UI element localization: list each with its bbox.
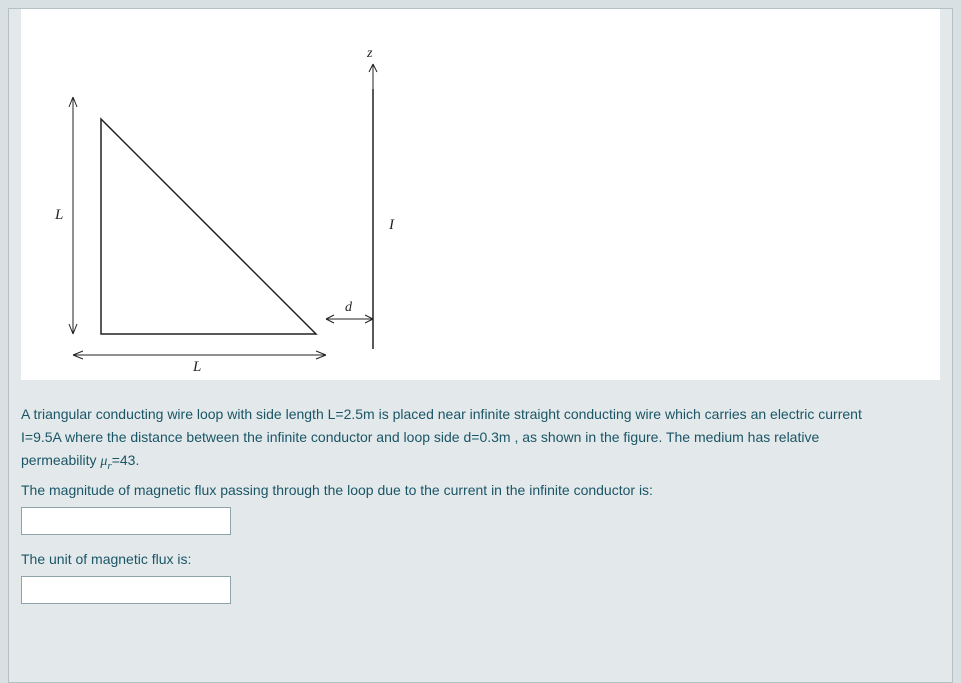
text-fragment: = [112,452,120,468]
triangle-loop [101,119,316,334]
triangle-wire-diagram: L L d I z [21,9,941,379]
label-L-vertical: L [54,207,63,223]
label-z: z [366,46,373,61]
label-d: d [345,300,353,315]
text-fragment: is placed near infinite straight conduct… [375,406,862,422]
value-d: 0.3m [479,429,510,445]
text-fragment: , as shown in the figure. The medium has… [511,429,820,445]
text-fragment: . [135,452,139,468]
outer-frame: L L d I z A tr [0,0,961,683]
text-fragment: A triangular conducting wire loop with s… [21,406,344,422]
question-line-1: A triangular conducting wire loop with s… [21,404,940,425]
question-line-2: I=9.5A where the distance between the in… [21,427,940,448]
question-panel: L L d I z A tr [8,8,953,683]
value-L: 2.5m [344,406,375,422]
question-text: A triangular conducting wire loop with s… [21,380,940,604]
diagram-area: L L d I z [21,9,940,380]
question-line-3: permeability μr=43. [21,450,940,474]
question-line-5: The unit of magnetic flux is: [21,549,940,570]
flux-magnitude-input[interactable] [21,507,231,535]
value-mu: 43 [120,452,136,468]
text-fragment: I= [21,429,33,445]
label-current-I: I [388,217,395,233]
flux-unit-input[interactable] [21,576,231,604]
text-fragment: permeability [21,452,100,468]
value-I: 9.5A [33,429,61,445]
question-line-4: The magnitude of magnetic flux passing t… [21,480,940,501]
text-fragment: where the distance between the infinite … [61,429,479,445]
label-L-horizontal: L [192,359,201,375]
